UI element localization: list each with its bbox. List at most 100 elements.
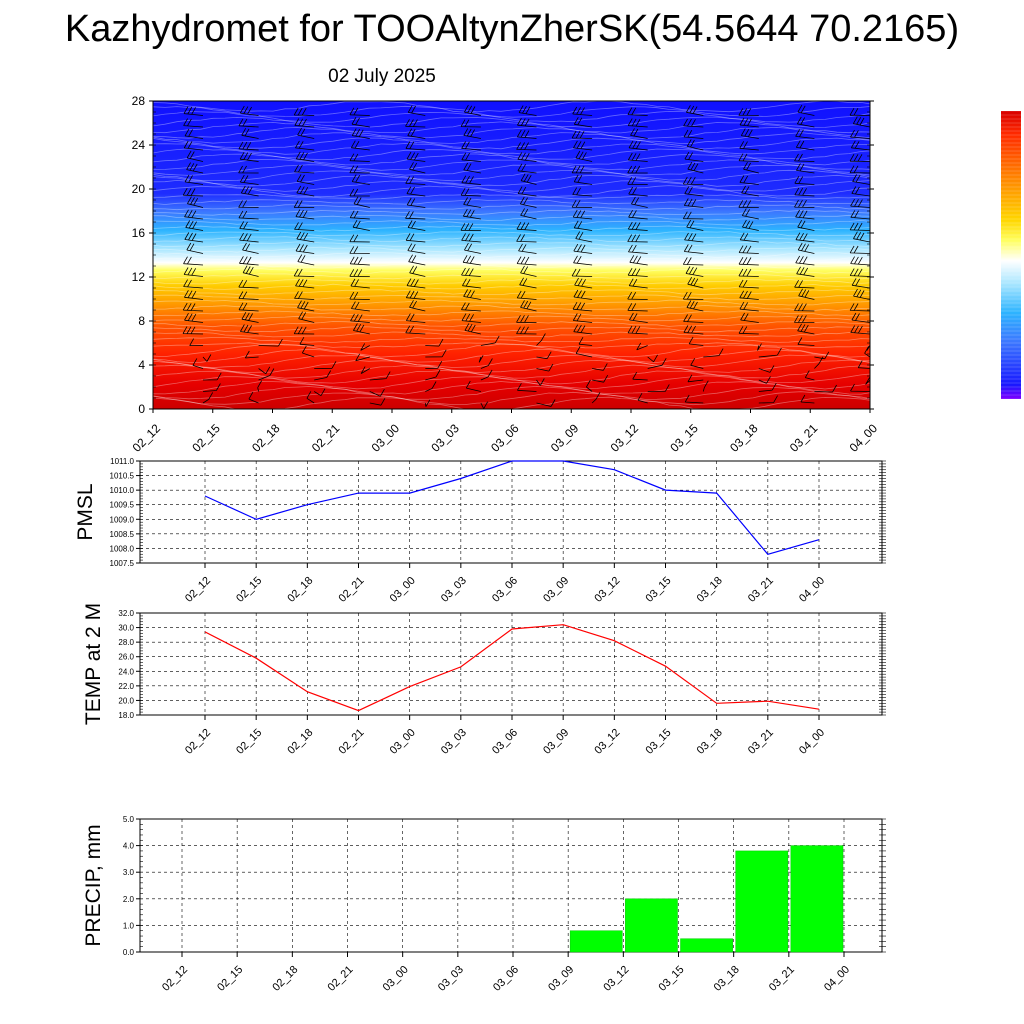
- wind-barb: [743, 162, 759, 174]
- wind-barb: [184, 232, 204, 243]
- wind-barb: [687, 277, 704, 289]
- wind-barb: [355, 353, 370, 362]
- wind-barb: [296, 174, 315, 185]
- heatmap-field: [153, 101, 870, 409]
- wind-barb: [703, 348, 724, 358]
- wind-barb: [295, 243, 315, 254]
- wind-barb: [314, 370, 332, 381]
- wind-barb: [295, 151, 315, 162]
- wind-barb: [864, 346, 870, 358]
- x-tick-label: 03_03: [436, 964, 466, 994]
- wind-barb: [462, 255, 481, 266]
- contour-line: [153, 385, 870, 400]
- wind-barb: [738, 279, 759, 289]
- wind-barb: [238, 200, 259, 208]
- contour-line: [153, 278, 870, 285]
- wind-barb: [406, 197, 426, 208]
- wind-barb: [462, 278, 481, 289]
- y-tick-label: 5.0: [123, 815, 135, 824]
- wind-barb: [520, 265, 537, 277]
- wind-barb: [517, 383, 537, 392]
- contour-line: [153, 262, 870, 269]
- wind-barb: [349, 188, 370, 197]
- wind-barb: [183, 279, 204, 289]
- contour-line: [153, 391, 870, 406]
- contour-lines: [153, 101, 870, 409]
- wind-barb: [294, 291, 315, 300]
- contour-line: [153, 153, 870, 166]
- wind-barb: [686, 300, 704, 312]
- wind-barb: [629, 312, 648, 323]
- wind-barb: [241, 128, 259, 139]
- wind-barb: [407, 105, 426, 116]
- wind-barb: [516, 326, 537, 335]
- wind-barb: [575, 231, 593, 243]
- contour-line: [153, 342, 870, 349]
- x-tick-label: 03_15: [667, 421, 701, 455]
- x-tick-label: 04_00: [822, 964, 852, 994]
- wind-barb: [258, 368, 275, 381]
- wind-barb: [299, 337, 315, 346]
- wind-barb: [352, 220, 370, 231]
- wind-barb: [406, 186, 426, 197]
- wind-barb: [851, 312, 870, 323]
- wind-barb: [518, 105, 537, 116]
- wind-barb: [349, 210, 370, 220]
- x-tick-label: 03_09: [541, 727, 571, 757]
- y-tick-label: 3.0: [123, 868, 135, 877]
- wind-barb: [186, 242, 204, 254]
- y-tick-label: 20: [132, 182, 146, 196]
- wind-barb: [627, 303, 648, 312]
- wind-barb: [405, 290, 426, 300]
- wind-barb: [800, 394, 815, 404]
- wind-barb: [239, 105, 259, 116]
- wind-barb: [295, 209, 315, 220]
- wind-barb: [349, 291, 370, 300]
- wind-barb: [687, 374, 704, 383]
- wind-barb: [757, 343, 762, 351]
- wind-barb: [797, 242, 815, 254]
- wind-barb: [794, 176, 815, 185]
- wind-barb: [572, 302, 593, 312]
- x-tick-label: 02_12: [183, 727, 213, 757]
- wind-barb: [516, 256, 537, 266]
- wind-barb: [627, 107, 648, 116]
- contour-line: [153, 199, 870, 205]
- wind-barb: [238, 302, 259, 312]
- x-tick-label: 02_21: [309, 421, 343, 455]
- wind-barb: [739, 232, 759, 243]
- wind-barb: [301, 345, 315, 358]
- wind-barb: [520, 300, 537, 312]
- wind-barb: [182, 326, 204, 335]
- wind-barb: [518, 243, 537, 254]
- contour-line: [153, 370, 870, 385]
- wind-barb: [739, 301, 759, 312]
- wind-barb: [573, 220, 593, 231]
- wind-barb: [183, 256, 204, 266]
- wind-barb: [758, 382, 777, 392]
- wind-barb: [573, 255, 593, 266]
- wind-barb: [629, 255, 648, 266]
- wind-barb: [575, 150, 593, 162]
- y-tick-label: 1011.0: [110, 457, 134, 466]
- wind-barb: [688, 336, 704, 346]
- wind-barb: [586, 379, 593, 392]
- wind-barb: [242, 265, 259, 277]
- wind-barb: [572, 106, 593, 116]
- wind-barb: [405, 325, 426, 335]
- wind-barb: [683, 129, 704, 139]
- x-tick-label: 03_06: [490, 727, 520, 757]
- wind-barb: [238, 279, 259, 289]
- wind-barb: [572, 209, 593, 220]
- y-tick-label: 12: [132, 270, 146, 284]
- y-tick-label: 4.0: [123, 842, 135, 851]
- wind-barb: [632, 372, 648, 381]
- y-tick-label: 1009.0: [110, 515, 135, 524]
- wind-barb: [202, 372, 222, 381]
- wind-barb: [758, 376, 771, 384]
- y-tick-label: 30.0: [118, 624, 134, 633]
- wind-barb: [738, 200, 759, 208]
- wind-barb: [739, 117, 759, 128]
- contour-line: [153, 354, 870, 369]
